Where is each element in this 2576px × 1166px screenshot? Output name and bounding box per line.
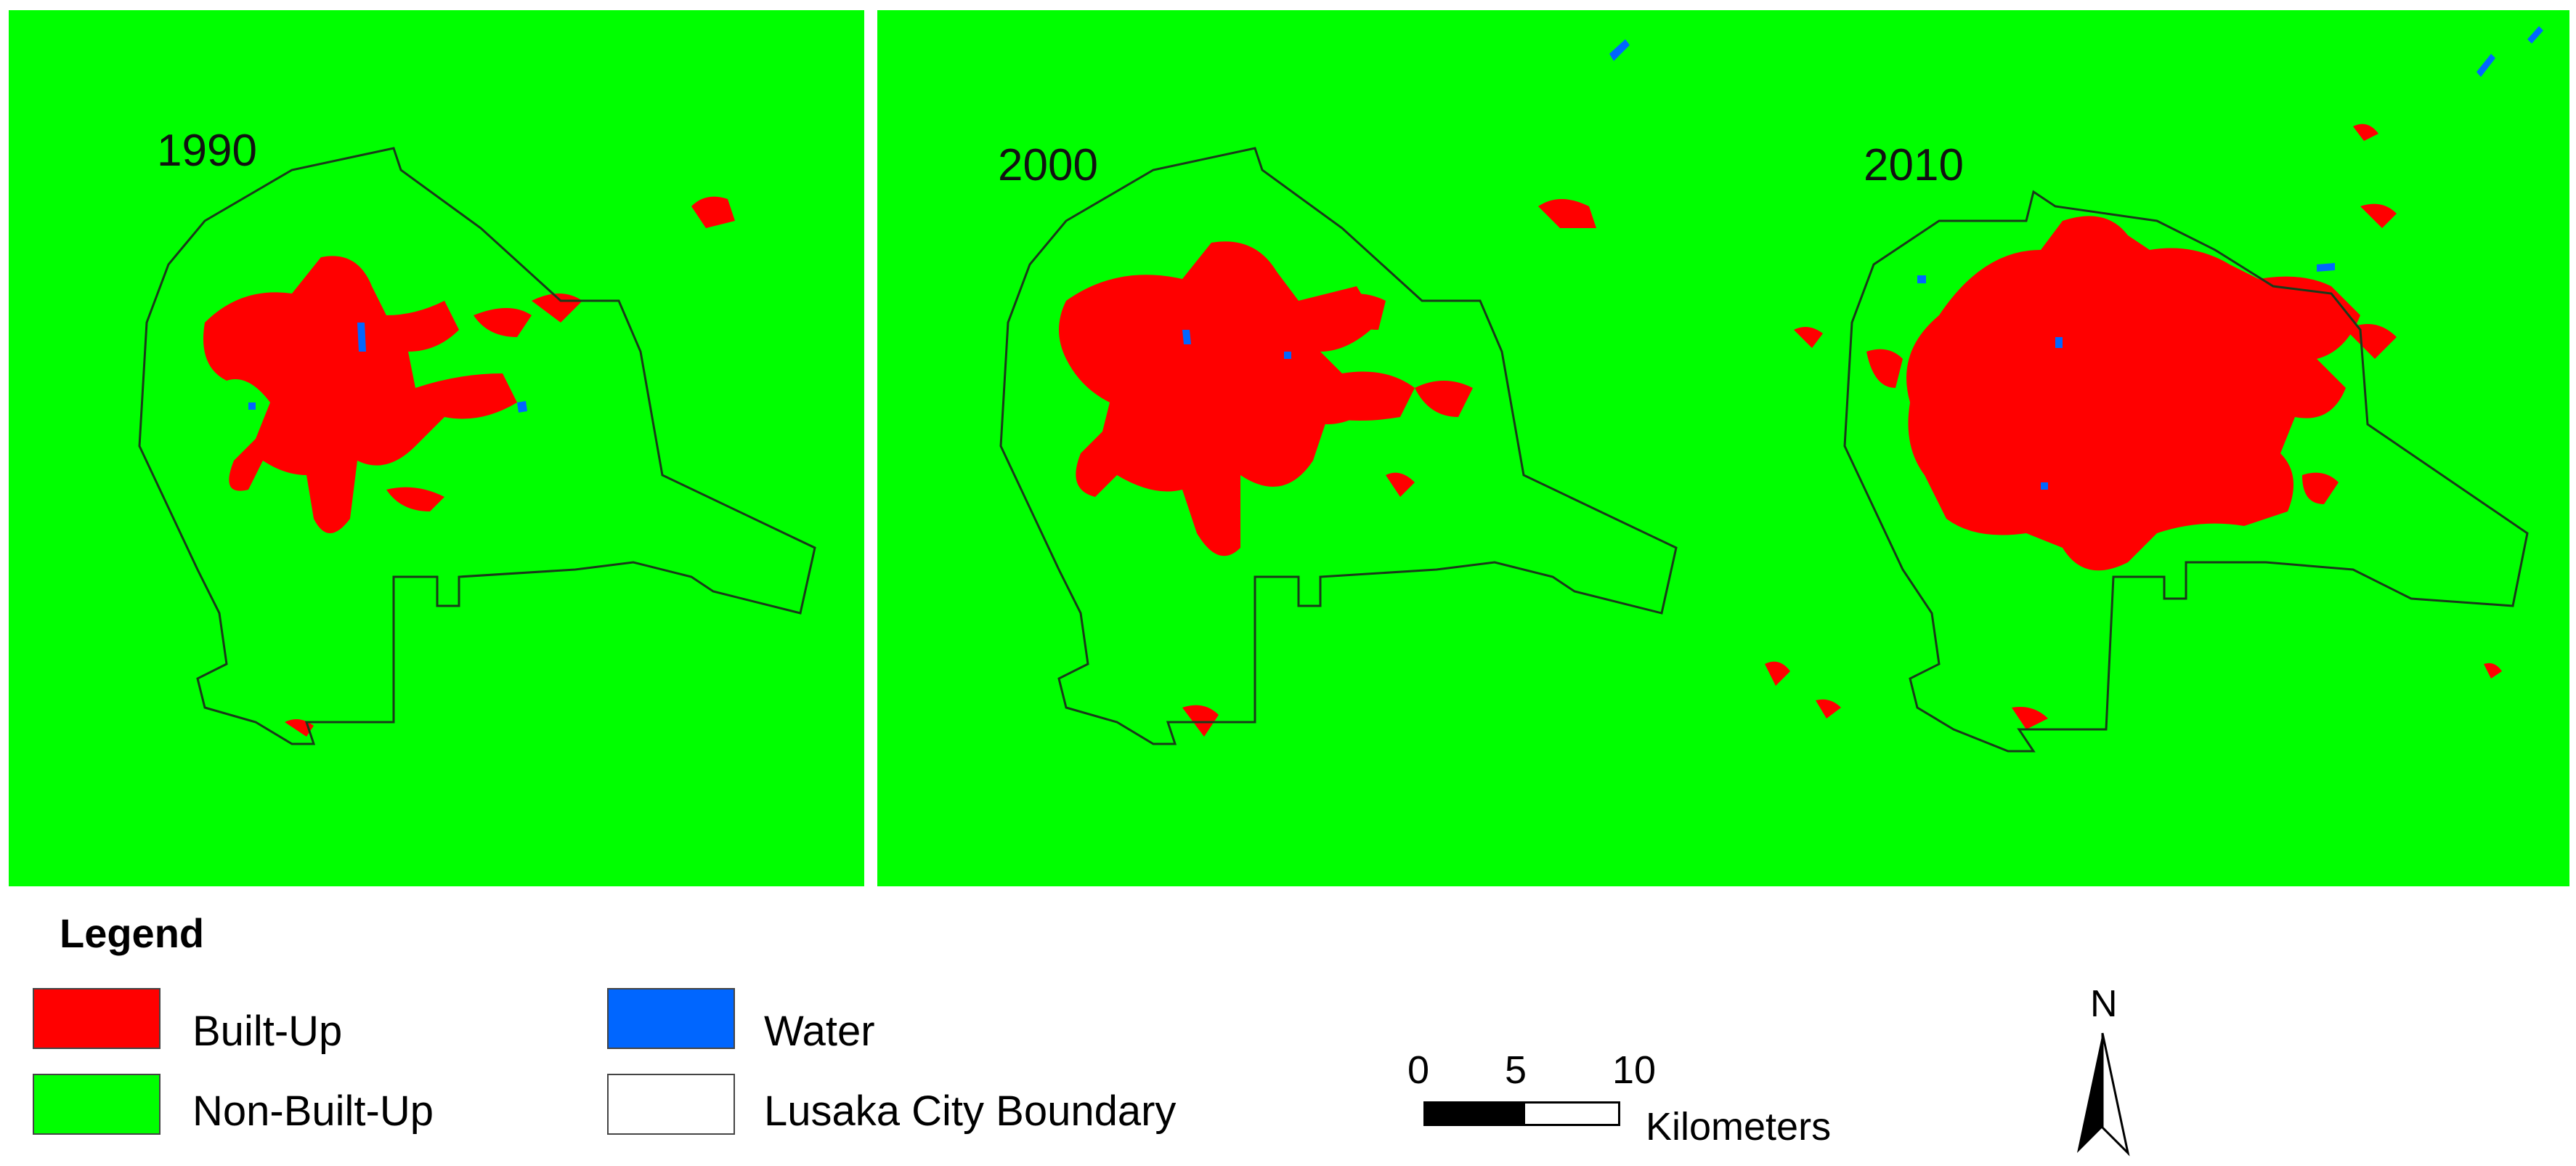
built-up-area xyxy=(1538,199,1596,228)
city-boundary xyxy=(999,147,1678,745)
legend-label-water: Water xyxy=(764,1008,875,1055)
scale-bar-white xyxy=(1523,1101,1620,1126)
legend-swatch-city-boundary xyxy=(607,1074,735,1135)
water-body xyxy=(357,323,366,352)
water-body xyxy=(1182,330,1191,344)
year-label: 2000 xyxy=(998,140,1098,190)
scale-tick-10: 10 xyxy=(1612,1048,1657,1092)
built-up-area xyxy=(203,256,517,533)
water-body xyxy=(2041,482,2048,490)
scale-tick-5: 5 xyxy=(1505,1048,1527,1092)
city-boundary xyxy=(138,147,816,745)
water-body xyxy=(2317,263,2335,272)
built-up-area xyxy=(1320,293,1386,330)
built-up-area xyxy=(386,487,444,511)
built-up-area xyxy=(2012,707,2048,729)
water-body xyxy=(2527,26,2543,44)
map-panel-1990: 1990 xyxy=(9,10,864,886)
built-up-area xyxy=(1059,241,1415,556)
water-body xyxy=(2055,337,2063,348)
water-body xyxy=(517,401,527,413)
map-2000 xyxy=(999,39,1678,745)
built-up-area xyxy=(2360,203,2397,228)
north-arrow-icon: N xyxy=(2070,982,2150,1157)
north-label: N xyxy=(2090,983,2118,1025)
built-up-area xyxy=(1866,349,1903,388)
legend-swatch-water xyxy=(607,988,735,1049)
built-up-area xyxy=(2484,663,2502,679)
built-up-area xyxy=(1765,661,1790,686)
built-up-area xyxy=(1906,216,2360,571)
map-1990 xyxy=(138,147,816,745)
map-panel-2010: 2010 xyxy=(1721,10,2569,886)
built-up-area xyxy=(2302,472,2339,504)
scale-unit: Kilometers xyxy=(1646,1105,1832,1149)
built-up-area xyxy=(1182,705,1219,737)
built-up-area xyxy=(2346,324,2397,359)
scale-bar-black xyxy=(1423,1101,1525,1126)
built-up-area xyxy=(691,196,735,228)
built-up-area xyxy=(1284,378,1357,424)
legend-label-non-built-up: Non-Built-Up xyxy=(192,1088,434,1135)
legend-swatch-built-up xyxy=(33,988,161,1049)
north-arrow-shape xyxy=(2077,1032,2130,1157)
legend-label-built-up: Built-Up xyxy=(192,1008,343,1055)
water-body xyxy=(248,402,256,410)
built-up-area xyxy=(1794,327,1823,348)
built-up-area xyxy=(474,308,532,337)
built-up-area xyxy=(1816,699,1841,718)
year-label: 1990 xyxy=(157,126,257,176)
legend-title: Legend xyxy=(60,910,205,956)
legend-swatch-non-built-up xyxy=(33,1074,161,1135)
map-panel-2000: 2000 xyxy=(877,10,1733,886)
water-body xyxy=(2477,54,2495,77)
scale-tick-0: 0 xyxy=(1407,1048,1430,1092)
water-body xyxy=(1609,39,1630,61)
year-label: 2010 xyxy=(1864,140,1964,190)
legend-label-city-boundary: Lusaka City Boundary xyxy=(764,1088,1177,1135)
built-up-area xyxy=(1415,381,1473,417)
city-boundary xyxy=(1843,190,2529,753)
built-up-area xyxy=(2353,124,2378,141)
built-up-area xyxy=(1386,472,1415,497)
map-2010 xyxy=(1765,26,2543,753)
water-body xyxy=(1917,275,1926,283)
water-body xyxy=(1284,352,1291,359)
